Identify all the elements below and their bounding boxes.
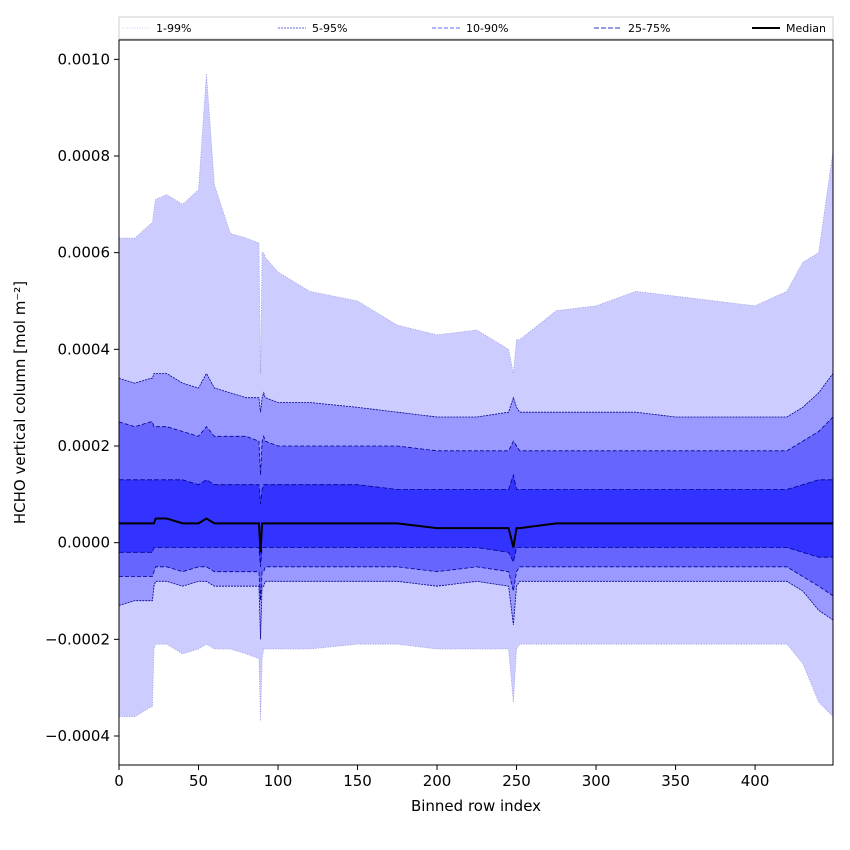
band-lower-line-1-99% (119, 643, 834, 722)
legend-label: 10-90% (466, 22, 508, 35)
legend-label: 25-75% (628, 22, 670, 35)
band-upper-line-5-95% (118, 372, 834, 418)
x-tick-label: 100 (264, 772, 293, 790)
legend-box (118, 16, 834, 40)
x-tick-label: 300 (582, 772, 611, 790)
x-tick-label: 50 (189, 772, 208, 790)
band-upper-line-25-75% (119, 473, 833, 505)
band-lower-line-25-75% (119, 547, 833, 567)
band-lower-line-5-95% (118, 580, 834, 640)
x-axis-label: Binned row index (411, 797, 541, 815)
y-tick-label: −0.0004 (45, 727, 110, 745)
legend-label: 5-95% (312, 22, 347, 35)
series-lines (118, 73, 834, 722)
y-tick-label: 0.0002 (58, 437, 111, 455)
band-25-75% (119, 475, 833, 567)
y-tick-label: 0.0000 (58, 534, 111, 552)
x-axis-ticks: 0 50 100 150 200 250 300 350 400 (114, 765, 769, 790)
median-line (119, 517, 833, 553)
x-tick-label: 350 (661, 772, 690, 790)
legend-label: Median (786, 22, 826, 35)
y-tick-label: 0.0004 (58, 340, 111, 358)
y-tick-label: 0.0006 (58, 244, 111, 262)
band-upper-line-1-99% (119, 73, 834, 374)
legend: 1-99% 5-95% 10-90% 25-75% Median (118, 16, 834, 40)
plot-frame (118, 39, 834, 766)
band-upper-line-10-90% (118, 416, 834, 476)
x-tick-label: 150 (343, 772, 372, 790)
legend-label: 1-99% (156, 22, 191, 35)
y-tick-label: 0.0010 (58, 50, 111, 68)
y-tick-label: −0.0002 (45, 630, 110, 648)
y-tick-label: 0.0008 (58, 147, 111, 165)
x-tick-label: 0 (114, 772, 124, 790)
band-lower-line-10-90% (119, 566, 834, 601)
y-axis-ticks: −0.0004 −0.0002 0.0000 0.0002 0.0004 0.0006 0.… (45, 50, 119, 745)
x-tick-label: 400 (741, 772, 770, 790)
y-axis-label: HCHO vertical column [mol m⁻²] (11, 281, 29, 524)
x-tick-label: 250 (502, 772, 531, 790)
percentile-bands (119, 73, 833, 722)
x-tick-label: 200 (423, 772, 452, 790)
